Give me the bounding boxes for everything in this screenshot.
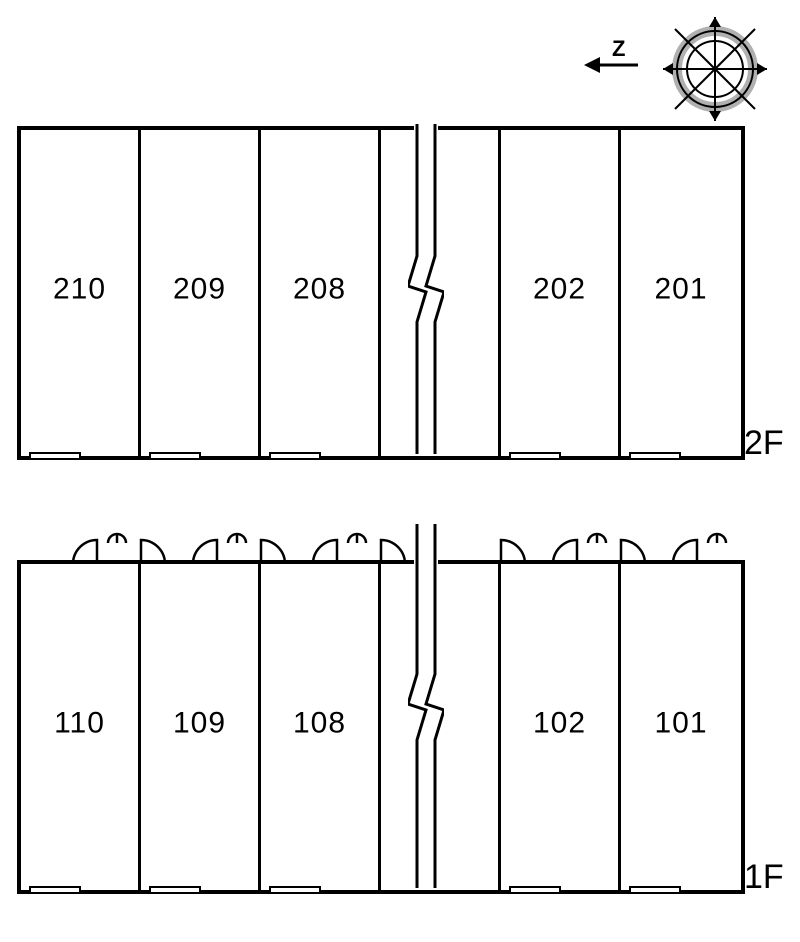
entrance-marker [509, 886, 561, 894]
unit-label: 101 [654, 707, 707, 741]
unit-label: 210 [53, 273, 106, 307]
floor-2: 210 209 208 202 201 [17, 126, 745, 460]
unit-gap [381, 564, 501, 890]
floor-plan-diagram: Z 210 209 208 202 201 [0, 0, 800, 942]
compass [660, 14, 770, 124]
entrance-marker [29, 452, 81, 460]
entrance-marker [269, 452, 321, 460]
unit-label: 202 [533, 273, 586, 307]
unit-108: 108 [261, 564, 381, 890]
unit-label: 102 [533, 707, 586, 741]
unit-102: 102 [501, 564, 621, 890]
unit-label: 110 [54, 707, 105, 741]
entrance-marker [269, 886, 321, 894]
unit-210: 210 [21, 130, 141, 456]
unit-101: 101 [621, 564, 741, 890]
entrance-marker [149, 886, 201, 894]
unit-109: 109 [141, 564, 261, 890]
entrance-marker [29, 886, 81, 894]
north-letter: Z [612, 36, 625, 62]
entrance-marker [629, 886, 681, 894]
unit-209: 209 [141, 130, 261, 456]
unit-label: 201 [654, 273, 707, 307]
unit-201: 201 [621, 130, 741, 456]
unit-110: 110 [21, 564, 141, 890]
unit-label: 209 [173, 273, 226, 307]
unit-202: 202 [501, 130, 621, 456]
floor-2-label: 2F [744, 424, 784, 463]
floor-1: 110 109 108 102 101 [17, 560, 745, 894]
entrance-marker [149, 452, 201, 460]
entrance-marker [509, 452, 561, 460]
unit-gap [381, 130, 501, 456]
unit-label: 208 [293, 273, 346, 307]
unit-label: 109 [173, 707, 226, 741]
door-overlay-1f [17, 520, 745, 564]
unit-208: 208 [261, 130, 381, 456]
floor-1-label: 1F [744, 858, 784, 897]
entrance-marker [629, 452, 681, 460]
unit-label: 108 [293, 707, 346, 741]
